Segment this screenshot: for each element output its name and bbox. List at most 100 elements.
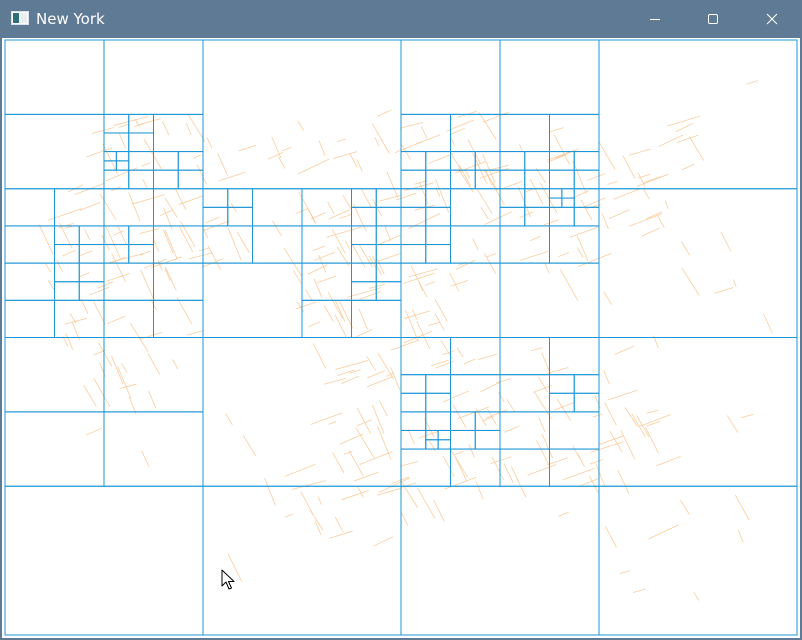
street-segment xyxy=(541,433,553,459)
street-segment xyxy=(91,127,114,134)
street-segment xyxy=(142,179,148,188)
street-segment xyxy=(555,148,579,159)
quadtree-cell xyxy=(425,225,451,246)
street-segment xyxy=(176,297,193,325)
street-segment xyxy=(491,183,505,205)
quadtree-cell xyxy=(425,151,451,171)
quadtree-cell xyxy=(598,188,798,338)
street-segment xyxy=(643,176,662,183)
quadtree-cell xyxy=(425,206,451,227)
maximize-button[interactable] xyxy=(684,0,742,38)
quadtree-cell xyxy=(115,151,130,162)
quadtree-cell xyxy=(450,151,476,171)
street-segment xyxy=(157,260,163,271)
street-segment xyxy=(99,193,117,220)
street-segment xyxy=(648,524,680,540)
street-segment xyxy=(475,481,484,500)
minimize-button[interactable] xyxy=(626,0,684,38)
street-segment xyxy=(97,281,114,289)
street-segment xyxy=(459,165,471,187)
street-segment xyxy=(478,112,497,140)
street-segment xyxy=(366,376,393,388)
street-segment xyxy=(465,170,471,179)
street-segment xyxy=(284,513,294,518)
quadtree-cell xyxy=(128,225,154,246)
street-segment xyxy=(117,226,128,246)
street-segment xyxy=(347,287,381,298)
street-segment xyxy=(236,231,250,254)
street-segment xyxy=(569,226,599,238)
street-segment xyxy=(326,226,362,238)
quadtree-cell xyxy=(499,262,600,338)
street-segment xyxy=(547,457,569,466)
street-segment xyxy=(152,238,160,252)
street-segment xyxy=(419,181,429,205)
street-segment xyxy=(693,591,700,601)
street-segment xyxy=(377,488,401,496)
street-segment xyxy=(504,425,520,433)
street-segment xyxy=(734,494,750,521)
street-segment xyxy=(198,247,209,252)
street-segment xyxy=(336,138,346,143)
street-segment xyxy=(131,194,165,205)
street-segment xyxy=(341,375,360,385)
quadtree-cell xyxy=(561,197,575,208)
quadtree-map-canvas[interactable] xyxy=(2,38,800,638)
quadtree-cell xyxy=(153,299,204,338)
street-segment xyxy=(401,512,409,527)
street-segment xyxy=(740,414,754,419)
street-segment xyxy=(83,384,97,407)
street-segment xyxy=(571,190,590,199)
street-segment xyxy=(141,450,150,468)
street-segment xyxy=(352,203,367,232)
street-segment xyxy=(572,445,580,458)
street-segment xyxy=(586,173,605,181)
street-segment xyxy=(417,488,436,519)
street-segment xyxy=(582,197,606,208)
quadtree-cell xyxy=(177,169,204,190)
street-segment xyxy=(317,496,322,505)
street-segment xyxy=(449,127,465,136)
street-segment xyxy=(633,588,646,593)
street-segment xyxy=(218,171,246,182)
street-segment xyxy=(283,247,302,276)
quadtree-cell xyxy=(549,206,575,227)
street-segment xyxy=(580,199,593,221)
street-segment xyxy=(385,372,395,377)
street-segment xyxy=(342,195,353,211)
street-segment xyxy=(349,153,358,168)
street-segment xyxy=(359,245,373,268)
quadtree-cell xyxy=(103,39,204,115)
street-segment xyxy=(356,159,363,172)
quadtree-cell xyxy=(400,206,427,227)
street-segment xyxy=(396,192,417,201)
close-icon xyxy=(766,13,778,25)
street-segment xyxy=(297,158,330,175)
street-segment xyxy=(726,415,739,433)
street-segment xyxy=(292,480,327,490)
street-segment xyxy=(159,209,174,217)
quadtree-cell xyxy=(252,188,303,227)
street-segment xyxy=(112,230,125,236)
street-segment xyxy=(111,256,125,264)
street-segment xyxy=(558,252,570,258)
map-canvas-area[interactable] xyxy=(2,38,800,638)
close-button[interactable] xyxy=(742,0,802,38)
quadtree-cell xyxy=(598,337,798,487)
quadtree-cell xyxy=(499,448,550,487)
street-segment xyxy=(308,321,321,328)
title-bar[interactable]: New York xyxy=(0,0,802,38)
quadtree-cell xyxy=(351,244,377,264)
street-segment xyxy=(556,398,572,422)
street-segment xyxy=(377,234,402,246)
street-segment xyxy=(196,164,207,185)
street-segment xyxy=(485,409,508,419)
street-segment xyxy=(356,407,372,435)
street-segment xyxy=(529,178,544,205)
street-segment xyxy=(193,154,201,159)
quadtree-cell xyxy=(549,113,600,153)
quadtree-cell xyxy=(549,411,600,450)
quadtree-cell xyxy=(499,169,526,190)
street-segment xyxy=(491,456,505,481)
street-segment xyxy=(592,413,603,418)
